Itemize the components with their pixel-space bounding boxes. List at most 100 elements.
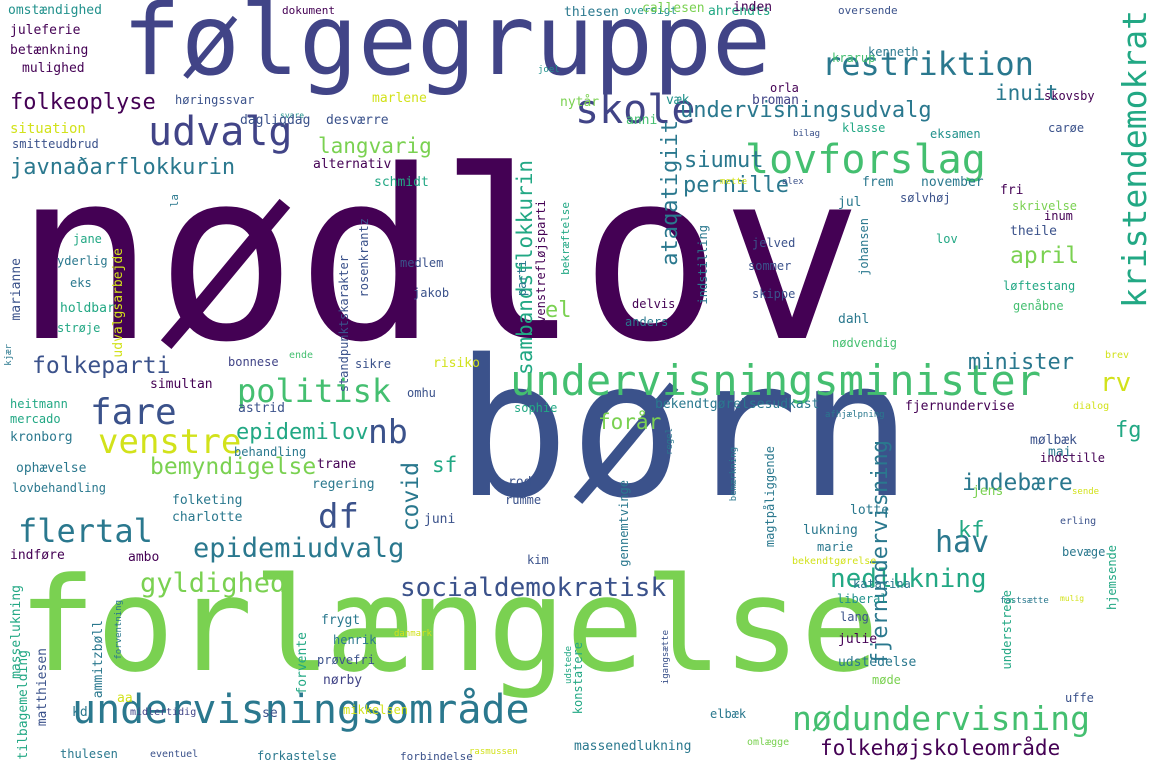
word-kf: kf <box>958 518 985 543</box>
word-indstilling: indstilling <box>696 225 710 305</box>
word-lov: lov <box>936 232 958 246</box>
word-socialdemokratisk: socialdemokratisk <box>400 573 667 603</box>
word-inum: inum <box>1044 209 1073 223</box>
word-yderlig: yderlig <box>57 254 108 268</box>
word-danmark: danmark <box>394 629 432 639</box>
word-mikkelsen: mikkelsen <box>343 703 409 717</box>
word-situation: situation <box>10 121 86 137</box>
word-sommer: sommer <box>748 259 792 273</box>
word-joel: joel <box>538 65 560 75</box>
word-carøe: carøe <box>1048 121 1085 135</box>
word-omlægge: omlægge <box>747 737 790 748</box>
word-erling: erling <box>1060 516 1097 527</box>
word-dagligdag: dagligdag <box>240 113 311 128</box>
word-marlene: marlene <box>372 91 427 106</box>
word-politisk: politisk <box>237 372 392 410</box>
word-bekendtgørelsesudkast: bekendtgørelsesudkast <box>655 397 820 412</box>
word-konstatere: konstatere <box>571 642 585 715</box>
word-regering: regering <box>312 477 375 492</box>
word-medlem: medlem <box>400 256 444 270</box>
word-marie: marie <box>817 540 854 554</box>
word-fare: fare <box>90 392 177 433</box>
word-lang: lang <box>840 610 869 624</box>
word-bonnese: bonnese <box>228 355 279 369</box>
word-massenedlukning: massenedlukning <box>574 739 692 754</box>
word-alex: alex <box>782 177 804 187</box>
word-thulesen: thulesen <box>60 747 118 761</box>
word-møde: møde <box>872 673 901 687</box>
word-skole: skole <box>575 87 696 133</box>
word-tilbagemelding: tilbagemelding <box>16 650 31 760</box>
word-alternativ: alternativ <box>313 157 392 172</box>
word-bekræftelse: bekræftelse <box>559 202 572 275</box>
word-uffe: uffe <box>1065 691 1094 705</box>
word-fastsætte: fastsætte <box>1000 596 1049 606</box>
word-hjemsende: hjemsende <box>1105 545 1119 611</box>
word-anders: anders <box>625 315 669 329</box>
word-bevæge: bevæge <box>1062 545 1106 559</box>
word-folkeoplyse: folkeoplyse <box>10 90 156 115</box>
word-risiko: risiko <box>433 356 480 371</box>
word-svare: svare <box>280 111 305 120</box>
word-genåbne: genåbne <box>1013 299 1064 313</box>
word-fjernundervise: fjernundervise <box>905 399 1015 414</box>
word-jane: jane <box>73 232 102 246</box>
word-inuit: inuit <box>995 81 1059 105</box>
word-venstre: venstre <box>98 422 242 462</box>
word-børn: børn <box>455 319 913 540</box>
word-ammitzbøll: ammitzbøll <box>91 620 106 699</box>
word-matthiesen: matthiesen <box>35 648 50 727</box>
word-trane: trane <box>317 457 357 472</box>
word-indstille: indstille <box>1040 451 1106 465</box>
word-understrege: understrege <box>1000 590 1014 670</box>
word-frygt: frygt <box>321 613 361 628</box>
word-jens: jens <box>972 484 1004 499</box>
word-hav: hav <box>935 525 990 560</box>
word-venstrefløjsparti: venstrefløjsparti <box>534 200 548 323</box>
word-anni: anni <box>626 113 658 128</box>
word-julie: julie <box>838 632 878 647</box>
word-prøvefri: prøvefri <box>317 653 375 667</box>
word-smitteudbrud: smitteudbrud <box>12 137 99 151</box>
word-bilag: bilag <box>793 129 821 139</box>
word-parti: parti <box>515 260 529 297</box>
word-mette: mette <box>720 177 748 187</box>
word-eks: eks <box>70 276 92 290</box>
word-lovbehandling: lovbehandling <box>12 481 106 495</box>
word-epidemilov: epidemilov <box>236 420 369 445</box>
word-kd: kd <box>72 705 88 720</box>
word-magtpåliggende: magtpåliggende <box>763 446 777 548</box>
word-astrid: astrid <box>238 401 285 416</box>
word-liberal: liberal <box>837 592 888 606</box>
word-skippe: skippe <box>752 287 796 301</box>
word-november: november <box>921 175 984 190</box>
word-afhjælpning: afhjælpning <box>825 410 885 420</box>
word-la: la <box>168 194 181 208</box>
word-krarup: krarup <box>832 51 876 65</box>
word-oversigt: oversigt <box>624 4 677 17</box>
word-fri: fri <box>1000 183 1024 198</box>
word-heitmann: heitmann <box>10 397 68 411</box>
word-aa: aa <box>117 691 133 706</box>
word-april: april <box>1010 243 1080 269</box>
word-thiesen: thiesen <box>564 5 619 20</box>
word-mulighed: mulighed <box>22 61 85 76</box>
word-betænkning: betænkning <box>10 43 89 58</box>
word-el: el <box>545 298 572 323</box>
word-bemyndigelse: bemyndigelse <box>150 454 317 480</box>
word-udstedelse: udstedelse <box>838 655 917 670</box>
word-katarina: katarina <box>853 577 911 591</box>
word-lotte: lotte <box>850 503 890 518</box>
word-høringssvar: høringssvar <box>175 93 255 107</box>
word-forventning: forventning <box>114 600 124 660</box>
word-kristendemokrat: kristendemokrat <box>1115 10 1154 309</box>
word-henrik: henrik <box>333 633 377 647</box>
word-schmidt: schmidt <box>374 175 429 190</box>
word-kronborg: kronborg <box>10 430 73 445</box>
word-undervisningsminister: undervisningsminister <box>510 356 1042 405</box>
word-eventuel: eventuel <box>150 749 199 760</box>
word-forår: forår <box>598 410 662 434</box>
word-forvente: forvente <box>295 632 310 695</box>
word-minister: minister <box>968 350 1074 375</box>
word-johansen: johansen <box>857 218 871 276</box>
